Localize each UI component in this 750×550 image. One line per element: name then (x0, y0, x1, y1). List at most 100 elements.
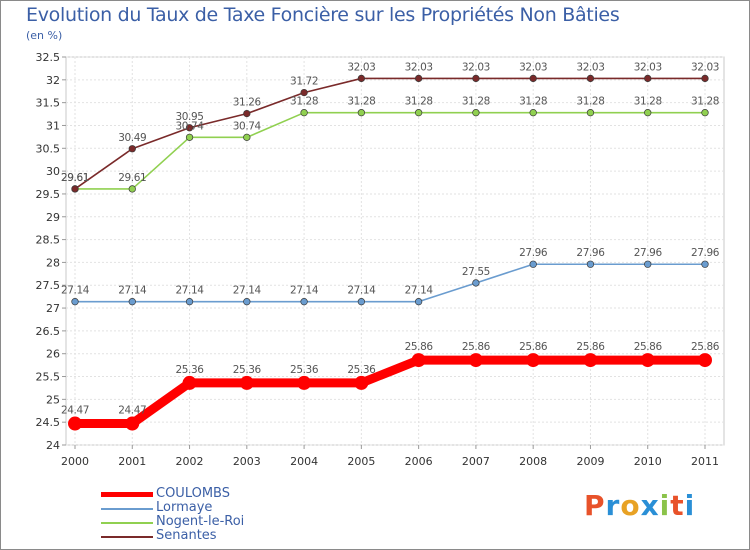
y-tick-label: 26.5 (36, 325, 61, 338)
data-label-senantes: 31.72 (290, 76, 318, 88)
data-label-nogent-le-roi: 29.61 (61, 172, 89, 184)
data-point-coulombs (297, 375, 312, 390)
y-tick-label: 25 (46, 393, 60, 406)
data-label-nogent-le-roi: 31.28 (634, 96, 662, 108)
data-point-lormaye (243, 298, 251, 306)
series-line-coulombs (70, 355, 710, 429)
data-label-senantes: 30.49 (118, 132, 146, 144)
x-tick-label: 2010 (634, 455, 662, 468)
data-label-coulombs: 25.36 (290, 364, 319, 376)
series-line-senantes (74, 77, 706, 190)
data-label-coulombs: 25.36 (233, 364, 262, 376)
x-tick-label: 2006 (405, 455, 433, 468)
data-label-senantes: 32.03 (347, 61, 375, 73)
logo-letter: o (620, 489, 641, 522)
chart-title: Evolution du Taux de Taxe Foncière sur l… (26, 4, 620, 26)
y-tick-label: 29.5 (36, 188, 61, 201)
logo-letter: x (640, 489, 660, 522)
data-label-lormaye: 27.96 (519, 247, 548, 259)
data-point-lormaye (472, 279, 480, 287)
data-point-lormaye (128, 298, 136, 306)
y-tick-label: 29 (46, 211, 60, 224)
x-tick-label: 2008 (519, 455, 547, 468)
data-point-lormaye (529, 260, 537, 268)
data-point-nogent-le-roi (357, 109, 366, 117)
data-label-lormaye: 27.14 (118, 285, 147, 297)
data-label-senantes: 32.03 (634, 61, 662, 73)
data-point-nogent-le-roi (185, 133, 194, 141)
legend-label-senantes: Senantes (156, 528, 217, 543)
y-tick-label: 31 (46, 119, 60, 132)
data-point-nogent-le-roi (300, 109, 308, 117)
data-label-nogent-le-roi: 31.28 (405, 96, 433, 108)
data-label-lormaye: 27.14 (176, 285, 205, 297)
legend-label-lormaye: Lormaye (156, 500, 213, 515)
data-point-nogent-le-roi (414, 109, 423, 117)
y-tick-label: 27 (46, 302, 60, 315)
data-label-coulombs: 25.36 (176, 364, 205, 376)
data-point-nogent-le-roi (128, 185, 136, 193)
logo-letter: i (684, 489, 696, 522)
data-label-lormaye: 27.55 (462, 266, 490, 278)
data-label-coulombs: 25.86 (691, 341, 720, 353)
data-point-nogent-le-roi (472, 109, 480, 117)
data-point-coulombs (354, 375, 369, 390)
data-label-nogent-le-roi: 29.61 (118, 172, 146, 184)
legend-swatch-lormaye (101, 508, 153, 510)
data-point-lormaye (71, 298, 79, 306)
data-point-coulombs (411, 353, 426, 368)
data-label-senantes: 32.03 (576, 61, 604, 73)
data-point-lormaye (185, 298, 194, 306)
data-label-coulombs: 25.36 (347, 364, 376, 376)
data-label-lormaye: 27.14 (290, 285, 319, 297)
legend-label-nogent-le-roi: Nogent-le-Roi (156, 514, 245, 529)
y-tick-label: 24.5 (36, 416, 61, 429)
x-tick-label: 2001 (118, 455, 146, 468)
data-point-coulombs (468, 353, 483, 368)
y-tick-label: 32 (46, 74, 60, 87)
data-label-coulombs: 25.86 (405, 341, 434, 353)
data-point-coulombs (68, 416, 82, 431)
data-point-nogent-le-roi (529, 109, 537, 117)
legend-swatch-coulombs (101, 492, 153, 497)
series-line-nogent-le-roi (74, 111, 706, 190)
series-line-lormaye (74, 263, 706, 303)
y-tick-label: 28 (46, 256, 60, 269)
legend-swatch-senantes (101, 536, 153, 538)
data-label-coulombs: 25.86 (576, 341, 605, 353)
data-label-senantes: 32.03 (405, 61, 433, 73)
data-label-nogent-le-roi: 31.28 (462, 96, 490, 108)
x-tick-label: 2000 (61, 455, 89, 468)
data-label-layer: 27.14 27.14 27.14 27.14 27.14 27.14 27.14 27.55… (61, 61, 720, 416)
y-tick-label: 27.5 (36, 279, 61, 292)
data-label-nogent-le-roi: 31.28 (691, 96, 719, 108)
y-tick-label: 26 (46, 348, 60, 361)
x-tick-label: 2004 (290, 455, 318, 468)
data-label-nogent-le-roi: 31.28 (519, 96, 547, 108)
logo-letter: t (670, 489, 685, 522)
data-point-lormaye (414, 298, 423, 306)
data-point-lormaye (586, 260, 595, 268)
data-label-senantes: 32.03 (519, 61, 547, 73)
data-point-coulombs (583, 353, 598, 368)
data-label-coulombs: 25.86 (462, 341, 491, 353)
data-point-senantes (71, 185, 79, 193)
data-point-coulombs (698, 353, 712, 368)
data-label-lormaye: 27.96 (691, 247, 720, 259)
y-tick-label: 28.5 (36, 234, 61, 247)
logo-letter: i (659, 489, 671, 522)
data-point-coulombs (182, 375, 197, 390)
legend-swatch-nogent-le-roi (101, 522, 153, 524)
data-point-lormaye (300, 298, 308, 306)
data-label-senantes: 29.61 (61, 172, 89, 184)
data-point-coulombs (526, 353, 541, 368)
data-label-coulombs: 25.86 (634, 341, 663, 353)
data-point-senantes (414, 74, 423, 83)
data-point-coulombs (125, 416, 140, 431)
data-label-senantes: 31.26 (233, 97, 262, 109)
data-label-lormaye: 27.96 (634, 247, 663, 259)
data-label-lormaye: 27.14 (61, 285, 90, 297)
data-label-lormaye: 27.14 (233, 285, 262, 297)
